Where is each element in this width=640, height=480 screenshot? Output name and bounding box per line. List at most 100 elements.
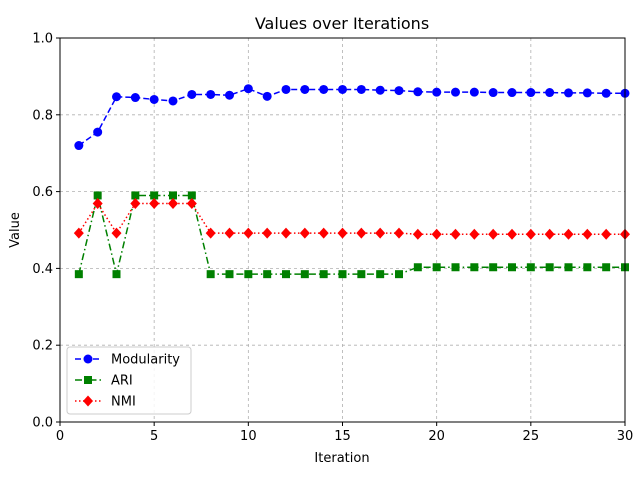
data-point-nmi	[224, 227, 235, 239]
data-point-nmi	[130, 198, 141, 210]
data-point-modularity	[375, 85, 385, 95]
data-point-nmi	[318, 227, 329, 239]
data-point-modularity	[526, 88, 536, 98]
series-modularity	[74, 84, 630, 151]
legend-label-nmi: NMI	[111, 395, 136, 410]
data-point-ari	[432, 263, 441, 272]
data-point-nmi	[168, 198, 178, 210]
x-tick-label: 20	[428, 429, 445, 444]
x-tick-label: 0	[56, 429, 64, 444]
legend: Modularity ARI NMI	[66, 346, 192, 415]
data-point-ari	[526, 263, 535, 272]
data-point-ari	[300, 270, 309, 279]
data-point-nmi	[488, 228, 499, 240]
data-point-nmi	[356, 227, 367, 239]
data-point-modularity	[488, 88, 498, 98]
data-point-nmi	[394, 227, 404, 239]
y-axis: 0.0 0.2 0.4 0.6 0.8 1.0	[32, 32, 60, 431]
y-tick-label: 0.4	[32, 262, 53, 277]
data-point-nmi	[601, 228, 612, 240]
data-point-modularity	[281, 84, 291, 94]
legend-item-nmi: NMI	[75, 395, 136, 410]
legend-box	[66, 346, 192, 415]
legend-item-modularity: Modularity	[75, 353, 180, 368]
x-tick-label: 5	[150, 429, 158, 444]
data-point-ari	[282, 270, 290, 279]
data-point-nmi	[299, 227, 310, 239]
x-axis: 0 5 10 15 20 25 30	[56, 422, 633, 444]
data-point-modularity	[413, 87, 423, 97]
data-point-modularity	[187, 89, 197, 99]
data-point-modularity	[507, 88, 517, 98]
data-point-ari	[489, 263, 498, 272]
data-point-modularity	[394, 86, 404, 96]
data-point-ari	[225, 270, 234, 279]
data-point-ari	[338, 270, 347, 279]
x-tick-label: 30	[617, 429, 634, 444]
series-nmi	[73, 198, 630, 240]
data-point-ari	[564, 263, 573, 272]
data-point-nmi	[337, 227, 348, 239]
data-point-nmi	[582, 228, 593, 240]
data-point-modularity	[243, 84, 253, 94]
data-point-modularity	[225, 90, 234, 100]
data-point-ari	[413, 263, 422, 272]
data-point-modularity	[582, 88, 592, 98]
data-point-nmi	[450, 228, 461, 240]
chart-title: Values over Iterations	[255, 14, 429, 33]
data-point-ari	[470, 263, 479, 272]
data-point-modularity	[206, 89, 216, 99]
legend-label-ari: ARI	[111, 374, 133, 389]
data-point-nmi	[262, 227, 273, 239]
data-point-modularity	[564, 88, 573, 98]
data-point-ari	[74, 270, 83, 279]
data-point-nmi	[281, 227, 291, 239]
data-point-ari	[93, 191, 102, 200]
legend-label-modularity: Modularity	[111, 353, 180, 368]
series-layer	[73, 84, 630, 279]
data-point-nmi	[412, 228, 423, 240]
data-point-ari	[376, 270, 385, 279]
data-point-ari	[319, 270, 328, 279]
x-tick-label: 15	[334, 429, 351, 444]
data-point-ari	[602, 263, 611, 272]
legend-marker-nmi	[83, 395, 93, 407]
data-point-modularity	[93, 127, 103, 137]
data-point-modularity	[262, 91, 272, 101]
data-point-nmi	[525, 228, 536, 240]
data-point-modularity	[168, 96, 178, 106]
data-point-ari	[545, 263, 554, 272]
data-point-nmi	[111, 227, 122, 239]
data-point-modularity	[545, 88, 555, 98]
y-tick-label: 0.0	[32, 416, 53, 431]
data-point-ari	[131, 191, 140, 200]
legend-marker-ari	[84, 376, 92, 384]
data-point-nmi	[243, 227, 254, 239]
data-point-modularity	[338, 84, 347, 94]
data-point-nmi	[563, 228, 574, 240]
data-point-ari	[583, 263, 592, 272]
data-point-modularity	[469, 87, 479, 97]
data-point-modularity	[319, 84, 329, 94]
series-line-modularity	[78, 87, 625, 147]
data-point-modularity	[356, 84, 366, 94]
data-point-ari	[357, 270, 366, 279]
data-point-nmi	[205, 227, 216, 239]
y-tick-label: 1.0	[32, 32, 53, 47]
data-point-nmi	[507, 228, 517, 240]
data-point-modularity	[74, 141, 84, 151]
data-point-nmi	[375, 227, 386, 239]
data-point-nmi	[92, 198, 103, 210]
data-point-ari	[206, 270, 215, 279]
data-point-modularity	[300, 84, 310, 94]
x-tick-label: 25	[523, 429, 540, 444]
y-tick-label: 0.8	[32, 108, 53, 123]
x-tick-label: 10	[240, 429, 257, 444]
data-point-nmi	[186, 198, 197, 210]
data-point-modularity	[432, 87, 442, 97]
data-point-modularity	[451, 87, 460, 97]
data-point-nmi	[544, 228, 555, 240]
data-point-modularity	[112, 92, 121, 102]
y-axis-label: Value	[8, 212, 23, 248]
